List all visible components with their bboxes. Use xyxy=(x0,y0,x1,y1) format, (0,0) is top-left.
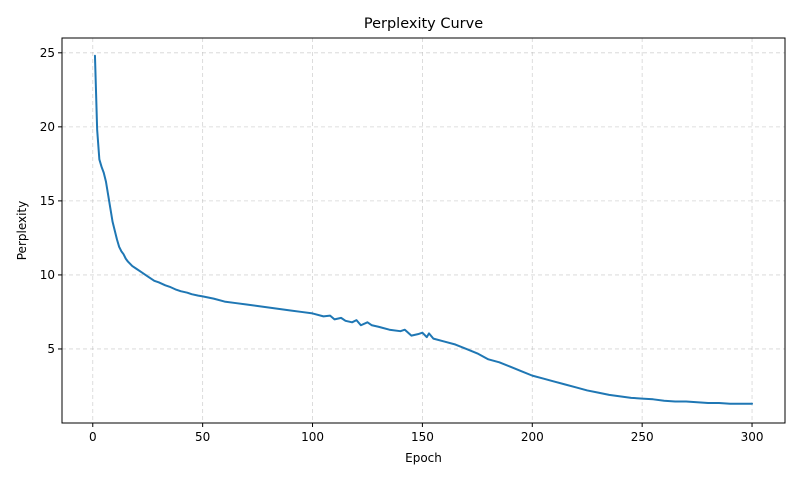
y-tick-label: 20 xyxy=(40,120,55,134)
x-tick-label: 300 xyxy=(741,430,764,444)
x-tick-label: 200 xyxy=(521,430,544,444)
x-tick-label: 100 xyxy=(301,430,324,444)
y-axis-label: Perplexity xyxy=(15,201,29,261)
tick-layer: 0 50 100 150 200 250 300 5 10 15 20 25 xyxy=(40,46,764,444)
y-tick-label: 15 xyxy=(40,194,55,208)
grid-layer xyxy=(62,38,785,423)
perplexity-series-line xyxy=(93,54,754,405)
y-tick-label: 5 xyxy=(47,342,55,356)
line-layer xyxy=(93,54,754,405)
y-tick-label: 25 xyxy=(40,46,55,60)
plot-frame xyxy=(61,37,786,424)
chart-title: Perplexity Curve xyxy=(364,16,483,32)
x-tick-label: 0 xyxy=(89,430,97,444)
y-tick-label: 10 xyxy=(40,268,55,282)
x-tick-label: 50 xyxy=(195,430,210,444)
x-tick-label: 250 xyxy=(631,430,654,444)
x-tick-label: 150 xyxy=(411,430,434,444)
x-axis-label: Epoch xyxy=(405,451,442,465)
